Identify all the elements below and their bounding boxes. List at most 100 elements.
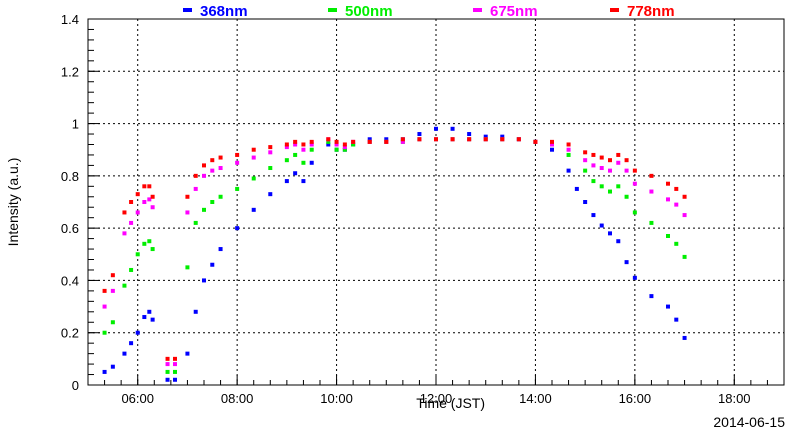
data-point	[185, 265, 190, 270]
data-point	[135, 330, 140, 335]
data-point	[666, 304, 670, 309]
data-point	[301, 142, 306, 147]
x-tick-label: 18:00	[718, 391, 751, 406]
legend-swatch	[328, 8, 337, 12]
data-point	[102, 330, 107, 335]
data-point	[326, 142, 331, 147]
data-point	[574, 186, 579, 191]
data-point	[309, 142, 314, 147]
y-tick-label: 0.6	[61, 221, 79, 236]
data-point	[129, 220, 134, 225]
data-point	[550, 139, 554, 144]
x-axis-label: Time (JST)	[416, 395, 485, 411]
data-point	[293, 139, 298, 144]
data-point	[142, 200, 147, 204]
x-tick-label: 06:00	[121, 391, 154, 406]
data-point	[251, 155, 256, 160]
data-point	[566, 152, 571, 157]
data-point	[210, 158, 215, 163]
data-point	[608, 168, 612, 173]
data-point	[400, 137, 405, 142]
data-point	[210, 168, 215, 173]
data-point	[293, 171, 298, 176]
data-point	[666, 197, 670, 202]
data-point	[218, 155, 223, 160]
data-point	[150, 205, 155, 210]
data-point	[173, 362, 177, 367]
data-point	[434, 137, 438, 142]
legend-label: 778nm	[627, 3, 675, 20]
data-point	[632, 168, 637, 173]
data-point	[147, 184, 152, 189]
data-point	[583, 150, 588, 155]
data-point	[591, 163, 596, 168]
data-point	[450, 126, 455, 131]
data-point	[284, 179, 289, 184]
x-tick-label: 08:00	[221, 391, 254, 406]
data-point	[624, 158, 629, 163]
y-tick-label: 1.2	[61, 64, 79, 79]
data-point	[218, 194, 223, 199]
legend: 368nm 500nm 675nm 778nm	[183, 3, 675, 20]
data-point	[342, 142, 347, 147]
data-point	[632, 181, 637, 186]
data-point	[110, 273, 115, 278]
data-point	[235, 226, 240, 231]
data-point	[583, 200, 588, 204]
legend-label: 500nm	[345, 3, 393, 20]
data-point	[599, 166, 604, 171]
data-point	[102, 304, 107, 309]
data-point	[666, 233, 670, 238]
legend-swatch	[473, 8, 482, 12]
series-368nm	[102, 126, 687, 382]
data-point	[599, 184, 604, 189]
series-778nm	[102, 137, 687, 361]
data-point	[500, 137, 505, 142]
y-tick-label: 1	[72, 117, 79, 132]
data-point	[599, 223, 604, 228]
data-point	[193, 186, 198, 191]
data-point	[122, 231, 127, 236]
data-point	[384, 137, 389, 142]
data-points	[102, 126, 687, 382]
data-point	[483, 134, 488, 139]
data-point	[566, 142, 571, 147]
data-point	[334, 142, 339, 147]
data-point	[632, 210, 637, 215]
data-point	[550, 142, 554, 147]
data-point	[185, 351, 190, 356]
data-point	[110, 364, 115, 369]
data-point	[293, 142, 298, 147]
data-point	[301, 160, 306, 165]
data-point	[550, 147, 554, 152]
data-point	[210, 200, 215, 204]
data-point	[351, 139, 356, 144]
data-point	[173, 377, 177, 382]
data-point	[682, 254, 687, 259]
data-point	[450, 137, 455, 142]
data-point	[649, 220, 654, 225]
data-point	[110, 288, 115, 293]
data-point	[202, 207, 206, 212]
data-point	[309, 160, 314, 165]
grid	[88, 19, 784, 385]
data-point	[591, 179, 596, 184]
data-point	[251, 207, 256, 212]
data-point	[674, 241, 679, 246]
data-point	[165, 362, 170, 367]
data-point	[326, 137, 331, 142]
data-point	[129, 267, 134, 272]
legend-swatch	[183, 8, 192, 12]
data-point	[293, 152, 298, 157]
data-point	[235, 160, 240, 165]
y-axis-label: Intensity (a.u.)	[5, 158, 21, 247]
data-point	[284, 158, 289, 163]
x-tick-label: 14:00	[519, 391, 552, 406]
data-point	[608, 231, 612, 236]
data-point	[649, 173, 654, 178]
legend-label: 675nm	[490, 3, 538, 20]
data-point	[110, 320, 115, 325]
data-point	[351, 142, 356, 147]
data-point	[682, 335, 687, 340]
